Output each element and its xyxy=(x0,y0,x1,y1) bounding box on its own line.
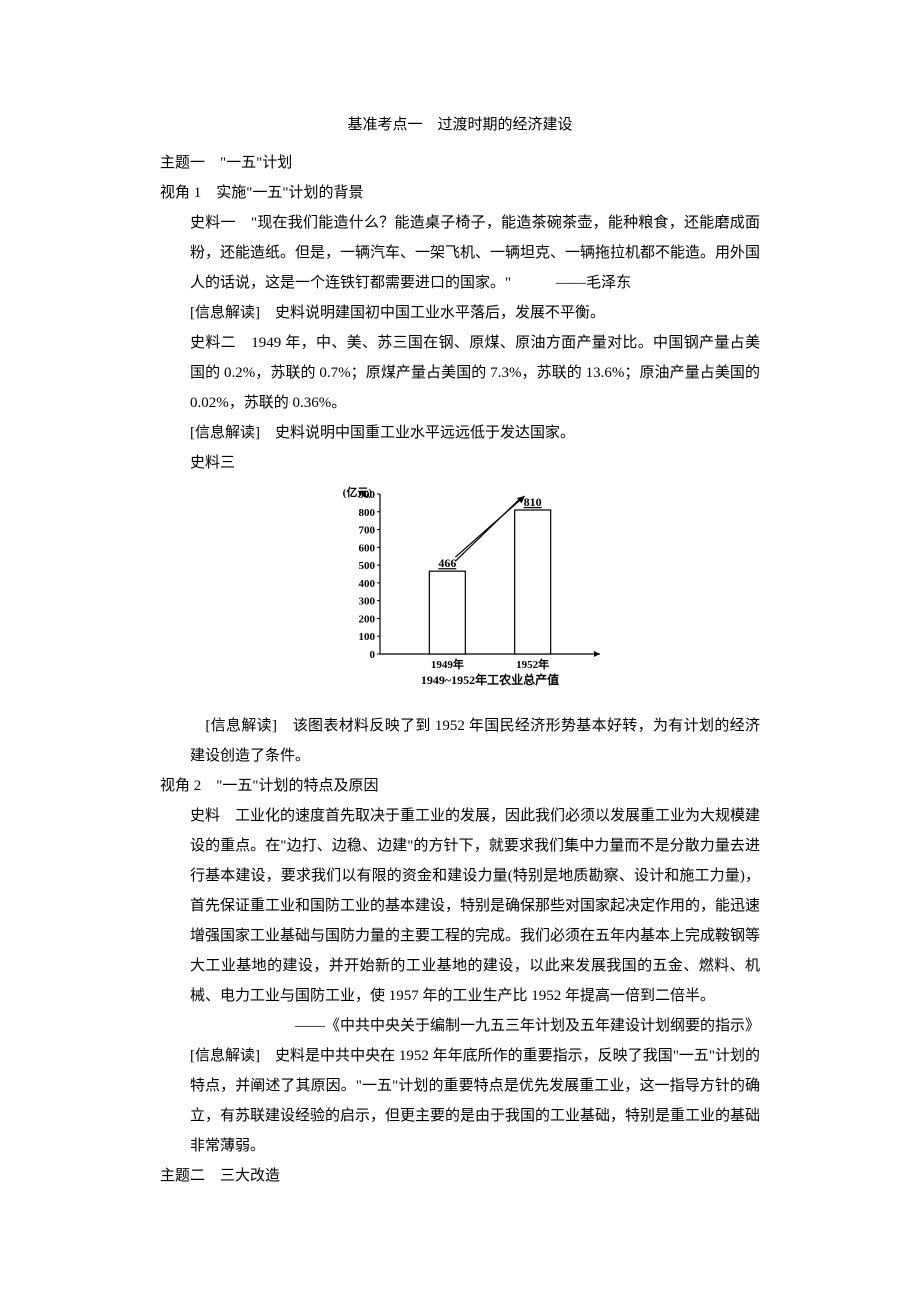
angle-1-heading: 视角 1 实施"一五"计划的背景 xyxy=(160,178,760,208)
svg-text:800: 800 xyxy=(359,507,376,519)
svg-text:1949~1952年工农业总产值: 1949~1952年工农业总产值 xyxy=(421,672,559,687)
page-title: 基准考点一 过渡时期的经济建设 xyxy=(160,110,760,140)
svg-text:400: 400 xyxy=(359,578,376,590)
angle-2-material-text: 史料 工业化的速度首先取决于重工业的发展，因此我们必须以发展重工业为大规模建设的… xyxy=(190,801,760,1011)
theme-2-heading: 主题二 三大改造 xyxy=(160,1161,760,1191)
angle-2-reading: [信息解读] 史料是中共中央在 1952 年年底所作的重要指示，反映了我国"一五… xyxy=(190,1041,760,1161)
svg-text:1949年: 1949年 xyxy=(431,657,464,671)
material-3-reading: [信息解读] 该图表材料反映了到 1952 年国民经济形势基本好转，为有计划的经… xyxy=(190,711,760,771)
svg-text:1952年: 1952年 xyxy=(516,657,549,671)
angle-2-attribution: ——《中共中央关于编制一九五三年计划及五年建设计划纲要的指示》 xyxy=(160,1011,760,1041)
svg-text:300: 300 xyxy=(359,596,376,608)
svg-text:700: 700 xyxy=(359,525,376,537)
svg-text:600: 600 xyxy=(359,542,376,554)
svg-text:200: 200 xyxy=(359,613,376,625)
svg-text:(亿元): (亿元) xyxy=(343,485,373,499)
document-page: 基准考点一 过渡时期的经济建设 主题一 "一五"计划 视角 1 实施"一五"计划… xyxy=(0,0,920,1251)
material-3-label: 史料三 xyxy=(190,448,760,478)
material-1-text: 史料一 "现在我们能造什么？能造桌子椅子，能造茶碗茶壶，能种粮食，还能磨成面粉，… xyxy=(190,208,760,298)
theme-1-heading: 主题一 "一五"计划 xyxy=(160,148,760,178)
material-2-reading: [信息解读] 史料说明中国重工业水平远远低于发达国家。 xyxy=(190,418,760,448)
angle-2-heading: 视角 2 "一五"计划的特点及原因 xyxy=(160,771,760,801)
material-1-reading: [信息解读] 史料说明建国初中国工业水平落后，发展不平衡。 xyxy=(190,298,760,328)
material-2-text: 史料二 1949 年，中、美、苏三国在钢、原煤、原油方面产量对比。中国钢产量占美… xyxy=(190,328,760,418)
svg-text:500: 500 xyxy=(359,560,376,572)
svg-text:100: 100 xyxy=(359,631,376,643)
chart-svg: 0100200300400500600700800900(亿元)4661949年… xyxy=(310,484,610,694)
svg-text:466: 466 xyxy=(438,556,456,570)
bar-chart: 0100200300400500600700800900(亿元)4661949年… xyxy=(160,484,760,705)
svg-text:0: 0 xyxy=(370,649,376,661)
svg-text:810: 810 xyxy=(524,495,542,509)
